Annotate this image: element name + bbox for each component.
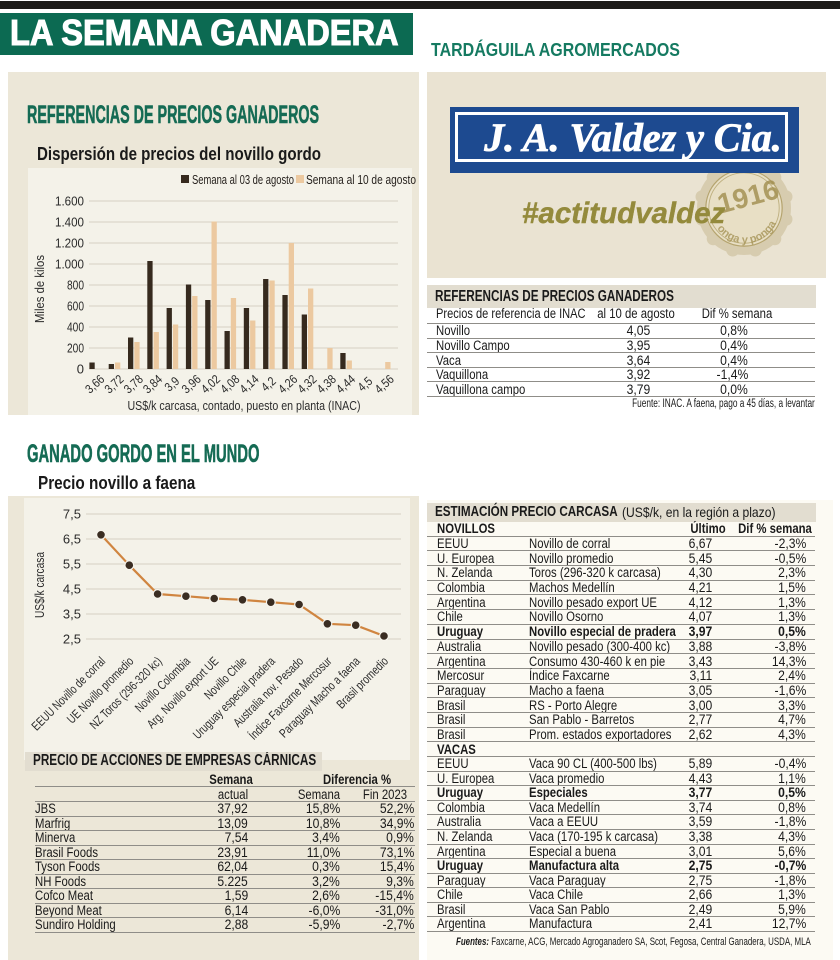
svg-text:0: 0	[77, 362, 84, 377]
svg-text:2,5: 2,5	[63, 632, 81, 647]
svg-text:1.000: 1.000	[55, 257, 84, 272]
svg-text:Semana al 10 de agosto: Semana al 10 de agosto	[306, 173, 416, 187]
svg-text:1.600: 1.600	[55, 194, 84, 209]
svg-text:200: 200	[67, 341, 84, 356]
svg-text:Miles de kilos: Miles de kilos	[33, 255, 47, 323]
svg-text:4,5: 4,5	[63, 582, 81, 597]
svg-text:US$/k carcasa: US$/k carcasa	[33, 552, 47, 618]
svg-text:400: 400	[67, 320, 84, 335]
svg-text:Semana al 03 de agosto: Semana al 03 de agosto	[192, 173, 294, 187]
svg-text:1.400: 1.400	[55, 215, 84, 230]
svg-text:6,5: 6,5	[63, 532, 81, 547]
svg-text:US$/k carcasa, contado, puesto: US$/k carcasa, contado, puesto en planta…	[128, 398, 361, 413]
svg-text:600: 600	[67, 299, 84, 314]
svg-text:3,5: 3,5	[63, 607, 81, 622]
svg-text:800: 800	[67, 278, 84, 293]
svg-text:1.200: 1.200	[55, 236, 84, 251]
svg-text:7,5: 7,5	[63, 507, 81, 522]
svg-text:5,5: 5,5	[63, 557, 81, 572]
